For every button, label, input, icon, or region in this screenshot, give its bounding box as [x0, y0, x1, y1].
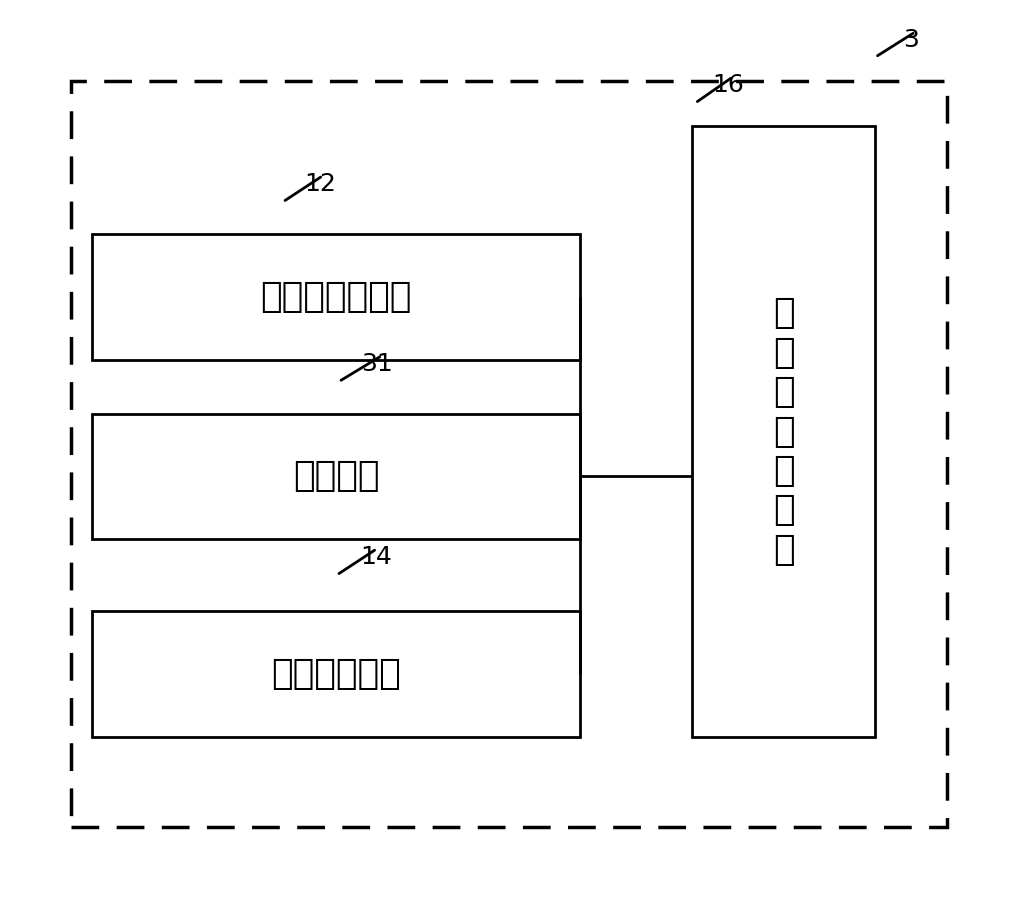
Text: 服务站通信模块: 服务站通信模块 — [261, 280, 411, 314]
Text: 存储模块: 存储模块 — [293, 459, 379, 494]
Bar — [92, 234, 580, 360]
Text: 16: 16 — [712, 74, 744, 97]
Bar — [92, 611, 580, 737]
Bar — [92, 414, 580, 539]
Text: 31: 31 — [360, 352, 393, 376]
Text: 服
务
站
控
制
模
块: 服 务 站 控 制 模 块 — [773, 297, 795, 566]
Text: 14: 14 — [360, 546, 393, 569]
Text: 12: 12 — [304, 173, 337, 196]
Text: 路线规划模块: 路线规划模块 — [271, 657, 401, 691]
Text: 3: 3 — [903, 29, 919, 52]
Bar — [692, 126, 875, 737]
Bar — [71, 81, 947, 827]
